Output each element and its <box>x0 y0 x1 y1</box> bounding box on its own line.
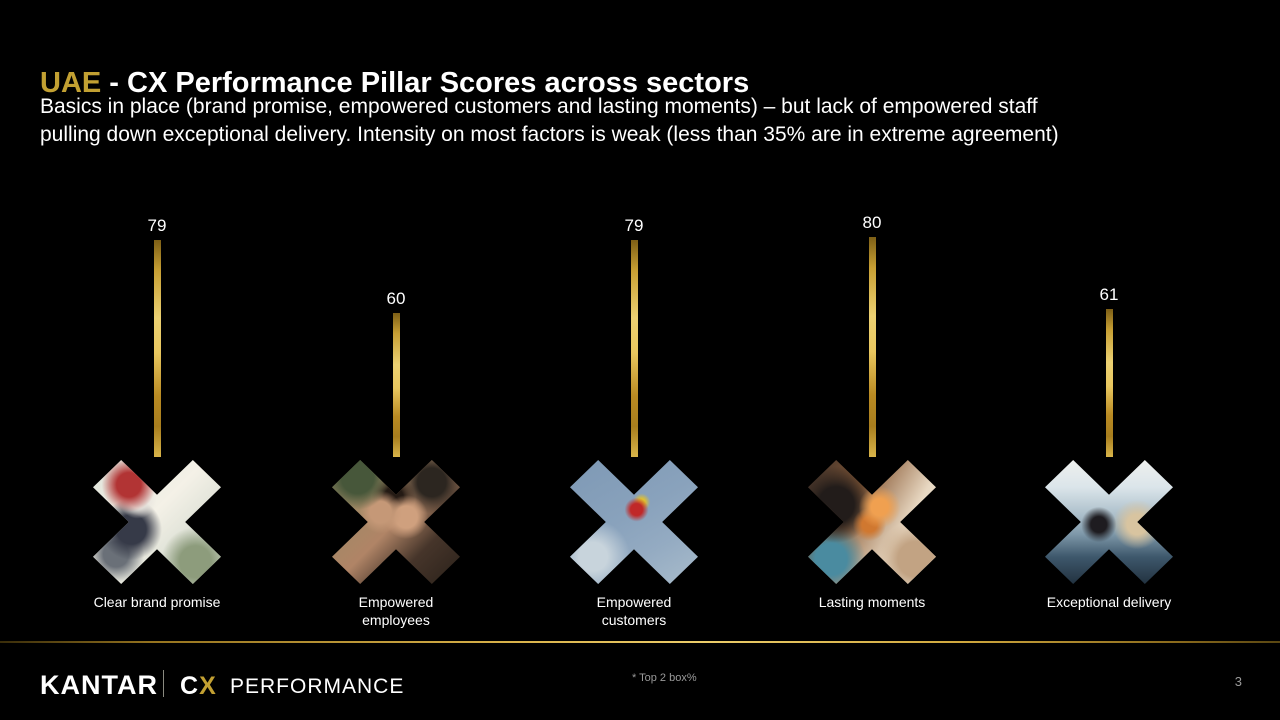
subtitle-line-1: Basics in place (brand promise, empowere… <box>40 95 1038 118</box>
chart-footnote: * Top 2 box% <box>632 672 697 684</box>
subtitle: Basics in place (brand promise, empowere… <box>40 93 1059 149</box>
page-title: UAE - CX Performance Pillar Scores acros… <box>40 67 749 100</box>
kantar-logo: KANTAR <box>40 670 158 700</box>
x-photo-lasting-moments <box>808 460 936 584</box>
cx-logo-x-icon: X <box>199 672 217 700</box>
pillar-label: Empowered employees <box>358 594 434 628</box>
pillar-column-empowered-employees: 60 Empowered employees <box>306 0 486 660</box>
bar <box>153 240 161 457</box>
bar <box>868 237 876 457</box>
product-name: PERFORMANCE <box>230 675 405 698</box>
footer-gold-divider <box>0 641 1280 643</box>
title-rest: - CX Performance Pillar Scores across se… <box>101 67 750 100</box>
x-photo-empowered-employees <box>332 460 460 584</box>
pillar-column-exceptional-delivery: 61 Exceptional delivery <box>1019 0 1199 660</box>
pillar-label: Exceptional delivery <box>1046 594 1172 610</box>
pillar-column-clear-brand-promise: 79 Clear brand promise <box>67 0 247 660</box>
x-photo-exceptional-delivery <box>1045 460 1173 584</box>
x-photo-empowered-customers <box>570 460 698 584</box>
bar-value-label: 61 <box>1099 285 1119 304</box>
bar-value-label: 60 <box>386 289 406 308</box>
title-highlight: UAE <box>40 67 102 100</box>
x-photo-clear-brand-promise <box>93 460 221 584</box>
bar <box>630 240 638 457</box>
bar-value-label: 80 <box>862 213 882 232</box>
footer-vertical-divider <box>163 670 164 697</box>
pillar-label: Clear brand promise <box>93 594 221 610</box>
pillar-column-lasting-moments: 80 Lasting moments <box>782 0 962 660</box>
cx-logo: CX <box>180 672 217 701</box>
bar-value-label: 79 <box>624 216 644 235</box>
page-number: 3 <box>1234 674 1242 689</box>
bar <box>1105 309 1113 457</box>
bar <box>392 313 400 457</box>
cx-logo-c: C <box>180 672 200 700</box>
pillar-label: Lasting moments <box>818 594 926 610</box>
pillar-column-empowered-customers: 79 Empowered customers <box>544 0 724 660</box>
bar-value-label: 79 <box>147 216 167 235</box>
subtitle-line-2: pulling down exceptional delivery. Inten… <box>40 123 1059 146</box>
pillar-label: Empowered customers <box>596 594 672 628</box>
